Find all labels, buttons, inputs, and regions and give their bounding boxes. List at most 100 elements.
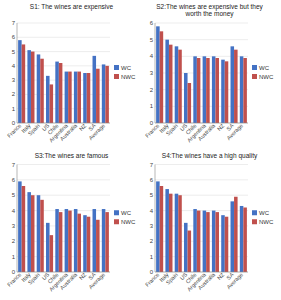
legend-swatch [252,65,257,70]
bar [234,50,238,123]
y-tick-label: 3 [150,70,154,76]
bar [178,50,182,123]
x-tick-label: Average [87,271,106,290]
bar [31,52,35,123]
bar [221,215,225,272]
y-tick-label: 3 [12,77,16,83]
legend: WCNWC [114,210,136,225]
legend-label: WC [259,65,270,71]
bar [77,72,81,123]
bar [102,64,106,123]
bar [212,211,216,272]
y-tick-label: 2 [150,87,154,93]
bar [83,73,87,123]
legend-label: WC [259,210,270,216]
bar [55,62,59,123]
bar [46,223,50,272]
bar [59,63,63,123]
x-tick-label: Spain [27,122,41,136]
x-tick-label: Spain [165,271,179,285]
legend-swatch [252,219,257,224]
title-line: S1: The wines are expensive [30,3,114,11]
y-tick-label: 4 [150,53,154,59]
title-line: S3:The wines are famous [35,152,109,159]
y-tick-label: 4 [12,208,16,214]
bar [27,50,31,123]
x-tick-label: France [6,271,22,287]
grid-line [17,164,110,165]
x-tick-label: Australia [59,271,79,291]
y-tick-label: 6 [150,177,154,183]
y-tick-label: 2 [150,238,154,244]
bar [234,197,238,272]
x-tick-label: Australia [197,122,217,142]
bar [212,56,216,123]
bar [197,58,201,123]
bar [169,194,173,272]
x-tick-label: Average [87,122,106,141]
bar [68,72,72,123]
bars [18,40,109,123]
title: S1: The wines are expensive [30,3,114,11]
bar [83,215,87,272]
bar [102,209,106,272]
bar [22,186,26,272]
bar [77,214,81,272]
x-tick-label: NZ [78,271,88,281]
y-tick-label: 7 [12,20,16,26]
bar [87,73,91,123]
x-tick-label: France [144,271,160,287]
bar [46,76,50,123]
bar [96,220,100,272]
legend-swatch [252,210,257,215]
legend-swatch [114,210,119,215]
title-line: worth the money [184,10,234,18]
title: S3:The wines are famous [35,152,109,159]
y-tick-label: 6 [12,177,16,183]
bar [203,211,207,272]
legend-label: NWC [259,219,274,225]
x-tick-label: Australia [197,271,217,291]
y-tick-label: 5 [12,192,16,198]
bar [31,195,35,272]
bar [68,211,72,272]
x-tick-label: Spain [165,122,179,136]
legend-label: WC [121,210,132,216]
bar [18,40,22,123]
title-line: S4:The wines have a high quality [162,152,258,160]
y-tick-label: 3 [12,223,16,229]
bar [55,209,59,272]
y-tick-label: 6 [12,34,16,40]
bar [206,212,210,272]
subplot: S1: The wines are expensive01234567Franc… [6,3,136,144]
subplot: S3:The wines are famous01234567FranceIta… [6,152,136,293]
legend: WC NWC [252,210,274,225]
bar [93,209,97,272]
bar [221,60,225,123]
bar [184,73,188,123]
x-tick-label: NZ [216,271,226,281]
bar [65,209,69,272]
x-tick-label: Average [225,122,244,141]
bar [37,195,41,272]
x-tick-label: NZ [216,122,226,132]
y-tick-label: 5 [150,37,154,43]
subplot: S4:The wines have a high quality01234567… [144,152,274,293]
y-tick-label: 5 [150,192,154,198]
bar [160,186,164,272]
bar [18,181,22,272]
bar [156,181,160,272]
bar [160,31,164,123]
bar [231,46,235,123]
x-tick-label: Spain [27,271,41,285]
y-tick-label: 6 [150,20,154,26]
grid-line [155,23,248,24]
bar [74,209,78,272]
y-tick-label: 1 [12,106,16,112]
bar [215,58,219,123]
bars [156,181,247,272]
bar [50,84,54,123]
x-tick-label: France [144,122,160,138]
bar [243,208,247,273]
bar [27,192,31,272]
